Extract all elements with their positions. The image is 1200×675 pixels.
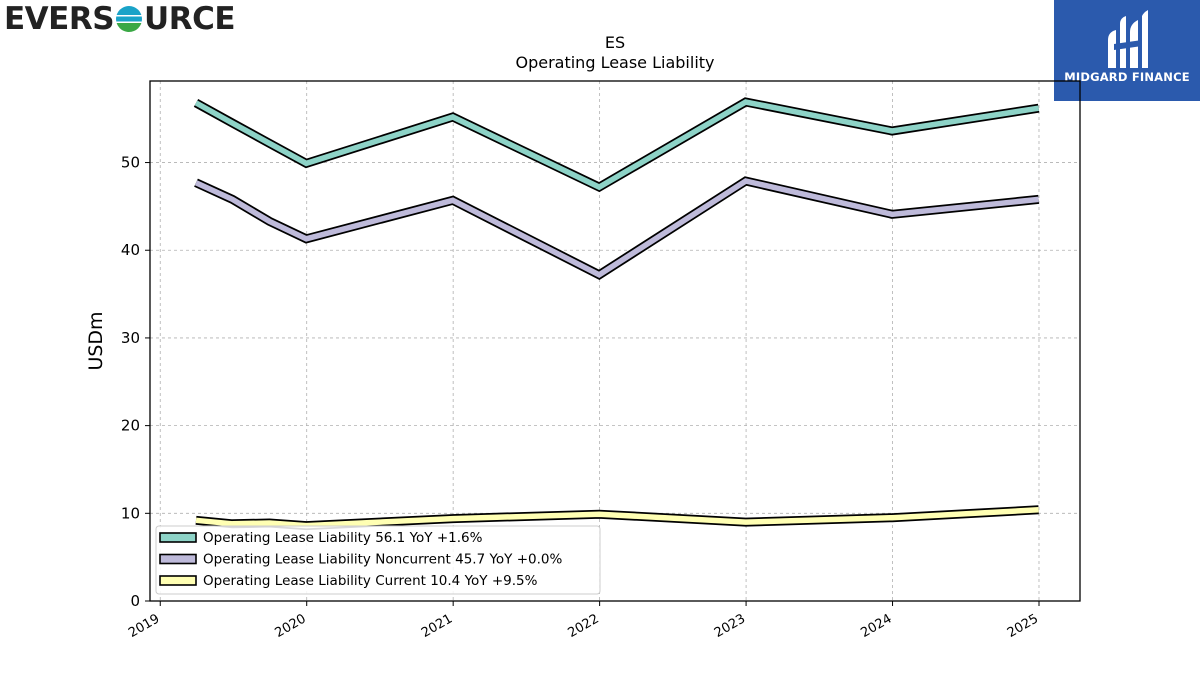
x-tick-label: 2025 [1005,611,1041,641]
y-tick-label: 50 [121,154,140,172]
x-tick-label: 2019 [126,611,162,641]
y-tick-label: 0 [130,592,140,610]
legend-swatch [159,532,197,543]
series-line [194,178,1039,278]
company-logo: EVERS URCE [4,1,236,37]
legend-label: Operating Lease Liability Current 10.4 Y… [203,573,538,589]
series-line [195,507,1039,529]
company-logo-globe-icon [116,6,143,32]
x-tick-label: 2021 [419,611,455,641]
x-tick-label: 2020 [273,611,309,641]
broker-logo-icon [1108,10,1148,68]
series-2 [195,505,1039,531]
legend-label: Operating Lease Liability 56.1 YoY +1.6% [203,530,483,546]
broker-badge: MIDGARD FINANCE [1054,0,1200,101]
chart-subtitle: Operating Lease Liability [515,53,714,72]
series-layer [193,97,1040,531]
y-axis-label: USDm [85,311,107,370]
x-tick-label: 2022 [565,611,601,641]
legend-box [155,525,601,595]
chart-title: ES [605,33,625,52]
x-tick-label: 2023 [712,611,748,641]
company-logo-text-left: EVERS [4,1,115,37]
broker-name: MIDGARD FINANCE [1064,70,1190,84]
series-line [194,99,1040,191]
x-tick-label: 2024 [858,611,894,641]
company-logo-text-right: URCE [144,1,236,37]
y-tick-label: 10 [121,504,140,522]
legend-swatch [159,553,197,565]
y-tick-label: 40 [121,241,140,259]
legend-label: Operating Lease Liability Noncurrent 45.… [203,552,563,568]
y-tick-label: 20 [121,417,140,435]
legend: Operating Lease Liability 56.1 YoY +1.6%… [155,525,601,595]
legend-swatch [159,575,197,586]
y-tick-label: 30 [121,329,140,347]
plot-frame [149,80,1081,602]
series-1 [194,176,1040,280]
series-0 [193,97,1040,193]
